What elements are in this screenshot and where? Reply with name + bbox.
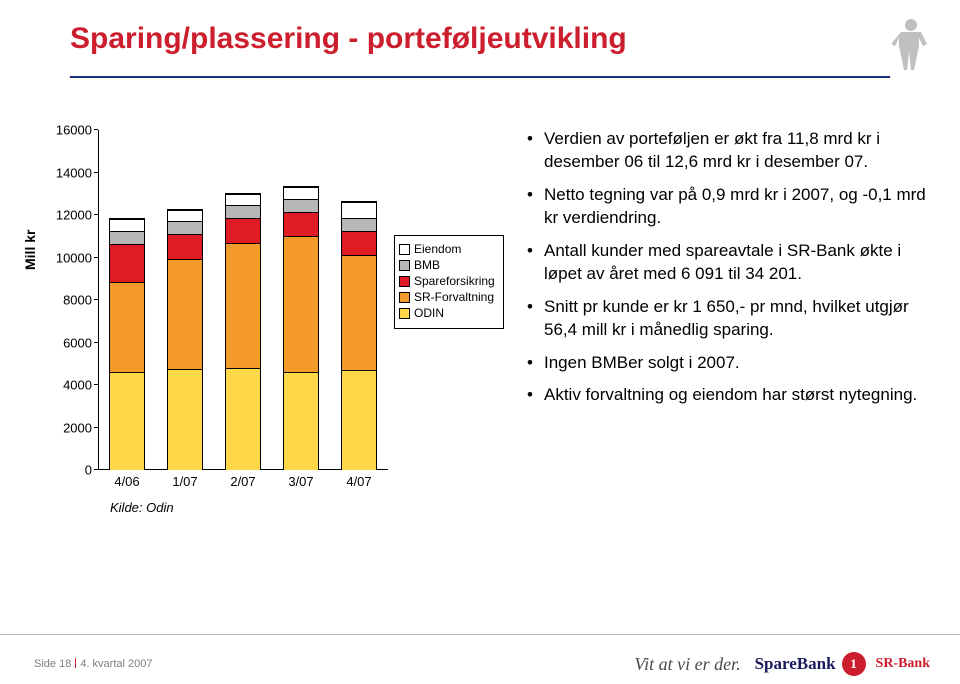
ytick-mark	[94, 469, 98, 470]
ytick-label: 0	[48, 463, 92, 478]
bar-segment-srf	[284, 236, 318, 372]
ytick-label: 10000	[48, 250, 92, 265]
bar	[225, 193, 261, 470]
legend-label: BMB	[414, 258, 440, 272]
legend-label: Spareforsikring	[414, 274, 495, 288]
ytick-label: 14000	[48, 165, 92, 180]
ytick-mark	[94, 384, 98, 385]
bar-segment-spare	[342, 231, 376, 255]
legend-item: Spareforsikring	[399, 274, 497, 288]
bar-segment-bmb	[342, 218, 376, 231]
plot-area: 0200040006000800010000120001400016000 4/…	[98, 130, 388, 470]
bullet-item: Netto tegning var på 0,9 mrd kr i 2007, …	[524, 184, 934, 230]
legend-label: ODIN	[414, 306, 444, 320]
title-rule	[70, 76, 890, 78]
xtick-label: 4/07	[346, 474, 371, 489]
bar	[109, 218, 145, 470]
brand-sub: SR-Bank	[876, 656, 930, 672]
bar-segment-odin	[110, 372, 144, 470]
bar-segment-odin	[342, 370, 376, 470]
bar-segment-eiendom	[110, 219, 144, 231]
xtick-label: 3/07	[288, 474, 313, 489]
bar-segment-spare	[226, 218, 260, 242]
ytick-label: 2000	[48, 420, 92, 435]
bullet-item: Aktiv forvaltning og eiendom har størst …	[524, 384, 934, 407]
ytick-mark	[94, 172, 98, 173]
legend-swatch	[399, 260, 410, 271]
bar	[341, 201, 377, 470]
xtick-label: 1/07	[172, 474, 197, 489]
bar-segment-bmb	[168, 221, 202, 234]
ytick-mark	[94, 129, 98, 130]
ytick-label: 16000	[48, 123, 92, 138]
legend-item: Eiendom	[399, 242, 497, 256]
bar-segment-spare	[168, 234, 202, 258]
xtick-label: 2/07	[230, 474, 255, 489]
bar-segment-odin	[226, 368, 260, 470]
legend-item: SR-Forvaltning	[399, 290, 497, 304]
legend-label: Eiendom	[414, 242, 461, 256]
page-number: Side 18	[34, 658, 71, 670]
legend-swatch	[399, 292, 410, 303]
ytick-mark	[94, 342, 98, 343]
footer-tagline: Vit at vi er der.	[634, 654, 740, 675]
legend-swatch	[399, 308, 410, 319]
ytick-mark	[94, 257, 98, 258]
legend-item: ODIN	[399, 306, 497, 320]
brand: SpareBank 1 SR-Bank	[755, 652, 930, 676]
ytick-label: 12000	[48, 208, 92, 223]
bar-segment-srf	[168, 259, 202, 370]
bar-segment-bmb	[226, 205, 260, 218]
bar-segment-srf	[342, 255, 376, 370]
bar-segment-spare	[110, 244, 144, 282]
brand-logo-icon: 1	[842, 652, 866, 676]
legend-label: SR-Forvaltning	[414, 290, 494, 304]
bar-segment-odin	[284, 372, 318, 470]
slide: Sparing/plassering - porteføljeutvikling…	[0, 0, 960, 684]
bar-segment-eiendom	[284, 187, 318, 199]
footer-period: 4. kvartal 2007	[80, 658, 152, 670]
xtick-label: 4/06	[114, 474, 139, 489]
ytick-label: 6000	[48, 335, 92, 350]
footer-left: Side 18 4. kvartal 2007	[34, 658, 152, 670]
bullet-list: Verdien av porteføljen er økt fra 11,8 m…	[524, 128, 934, 417]
ytick-label: 8000	[48, 293, 92, 308]
chart-region: Mill kr 02000400060008000100001200014000…	[20, 130, 510, 500]
legend-swatch	[399, 276, 410, 287]
footer-sep	[75, 658, 76, 668]
bar-segment-bmb	[284, 199, 318, 212]
bar-segment-eiendom	[168, 210, 202, 222]
bar-segment-eiendom	[226, 194, 260, 206]
y-axis-label: Mill kr	[22, 230, 38, 270]
bar-segment-srf	[226, 243, 260, 368]
footer: Side 18 4. kvartal 2007 Vit at vi er der.…	[0, 634, 960, 684]
legend-item: BMB	[399, 258, 497, 272]
ytick-label: 4000	[48, 378, 92, 393]
bar-segment-spare	[284, 212, 318, 236]
bar-segment-bmb	[110, 231, 144, 244]
bar	[283, 186, 319, 470]
bar	[167, 209, 203, 470]
bar-segment-srf	[110, 282, 144, 372]
bullet-item: Verdien av porteføljen er økt fra 11,8 m…	[524, 128, 934, 174]
bar-segment-eiendom	[342, 202, 376, 218]
bullet-item: Antall kunder med spareavtale i SR-Bank …	[524, 240, 934, 286]
legend: Eiendom BMB Spareforsikring SR-Forvaltning O…	[394, 235, 504, 329]
ytick-mark	[94, 427, 98, 428]
person-icon	[892, 18, 930, 77]
bullet-item: Ingen BMBer solgt i 2007.	[524, 352, 934, 375]
bar-segment-odin	[168, 369, 202, 470]
ytick-mark	[94, 214, 98, 215]
footer-right: Vit at vi er der. SpareBank 1 SR-Bank	[634, 652, 930, 676]
brand-name: SpareBank	[755, 654, 836, 674]
page-title: Sparing/plassering - porteføljeutvikling	[70, 22, 627, 56]
bars-container	[98, 130, 388, 470]
chart-source: Kilde: Odin	[110, 500, 174, 515]
ytick-mark	[94, 299, 98, 300]
bullet-item: Snitt pr kunde er kr 1 650,- pr mnd, hvi…	[524, 296, 934, 342]
legend-swatch	[399, 244, 410, 255]
